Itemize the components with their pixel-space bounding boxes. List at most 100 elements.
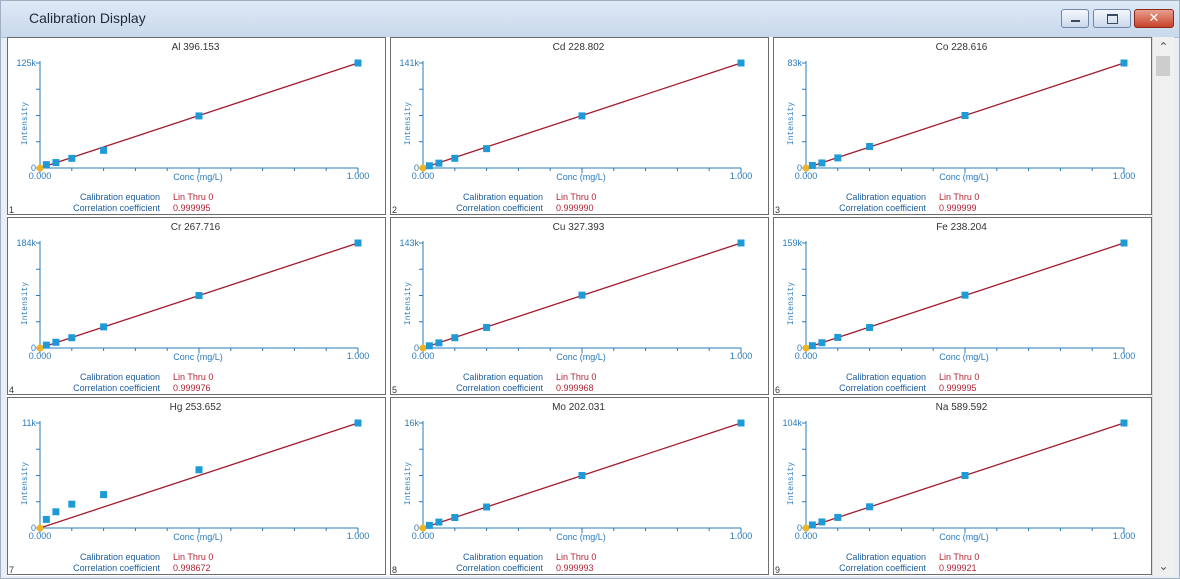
- calibration-panel[interactable]: Mo 202.031 16k 0 0.000 1.000 Intensity Conc (m…: [390, 397, 769, 575]
- standard-point: [68, 334, 76, 342]
- chart-title: Al 396.153: [172, 42, 220, 53]
- y-zero-tick-label: 0: [414, 163, 419, 173]
- calibration-chart: Al 396.153 125k 00.000 1.000 Intensity Conc (…: [9, 42, 370, 214]
- x-min-tick-label: 0.000: [795, 531, 818, 541]
- standard-point: [737, 59, 745, 67]
- x-min-tick-label: 0.000: [795, 351, 818, 361]
- panel-index: 8: [392, 565, 397, 574]
- calibration-chart: Cd 228.802 141k 00.000 1.000 Intensity Conc (…: [392, 42, 753, 214]
- x-min-tick-label: 0.000: [412, 171, 435, 181]
- correlation-coefficient-value: 0.999968: [556, 383, 594, 393]
- y-axis-label: Intensity: [404, 462, 413, 505]
- correlation-coefficient-label: Correlation coefficient: [456, 563, 543, 573]
- standard-point: [425, 342, 433, 350]
- correlation-coefficient-value: 0.998672: [173, 563, 211, 573]
- panel-index: 7: [9, 565, 14, 574]
- y-max-tick-label: 83k: [787, 58, 802, 68]
- x-axis-label: Conc (mg/L): [939, 532, 989, 542]
- correlation-coefficient-value: 0.999995: [173, 203, 211, 213]
- vertical-scrollbar[interactable]: ⌃ ⌄: [1152, 37, 1174, 576]
- standard-point: [100, 323, 108, 331]
- calibration-equation-value: Lin Thru 0: [556, 552, 596, 562]
- blank-point: [419, 524, 427, 532]
- standard-point: [354, 239, 362, 247]
- standard-point: [578, 472, 586, 479]
- calibration-equation-label: Calibration equation: [80, 192, 160, 202]
- x-min-tick-label: 0.000: [29, 171, 52, 181]
- x-max-tick-label: 1.000: [730, 531, 753, 541]
- calibration-chart: Cu 327.393 143k 00.000 1.000 Intensity Conc (…: [392, 222, 752, 394]
- y-axis-label: Intensity: [21, 462, 30, 505]
- calibration-panel[interactable]: Cd 228.802 141k 0 0.000 1.000 Intensity Conc (…: [390, 37, 769, 215]
- standard-point: [961, 291, 969, 299]
- chart-title: Cd 228.802: [553, 42, 605, 53]
- x-axis-label: Conc (mg/L): [939, 352, 989, 362]
- calibration-panel[interactable]: Fe 238.204 159k 0 0.000 1.000 Intensity Conc (…: [773, 217, 1152, 395]
- minimize-button[interactable]: [1061, 9, 1089, 28]
- correlation-coefficient-label: Correlation coefficient: [839, 563, 926, 573]
- scroll-up-arrow-icon[interactable]: ⌃: [1158, 40, 1169, 54]
- panel-index: 1: [9, 205, 14, 214]
- y-zero-tick-label: 0: [414, 523, 419, 533]
- standard-point: [425, 162, 433, 170]
- blank-point: [802, 344, 810, 352]
- calibration-equation-label: Calibration equation: [846, 552, 926, 562]
- y-zero-tick-label: 0: [31, 163, 36, 173]
- correlation-coefficient-label: Correlation coefficient: [456, 383, 543, 393]
- blank-point: [419, 164, 427, 172]
- calibration-panel[interactable]: Co 228.616 83k 0 0.000 1.000 Intensity Conc (m…: [773, 37, 1152, 215]
- y-max-tick-label: 125k: [16, 58, 36, 68]
- scroll-down-arrow-icon[interactable]: ⌄: [1158, 559, 1169, 573]
- standard-point: [195, 466, 203, 474]
- calibration-equation-label: Calibration equation: [463, 372, 543, 382]
- standard-point: [578, 291, 586, 299]
- x-axis-label: Conc (mg/L): [556, 352, 606, 362]
- correlation-coefficient-label: Correlation coefficient: [839, 383, 926, 393]
- standard-point: [52, 338, 60, 346]
- x-axis-label: Conc (mg/L): [556, 172, 606, 182]
- x-min-tick-label: 0.000: [412, 531, 435, 541]
- calibration-panel[interactable]: Cu 327.393 143k 0 0.000 1.000 Intensity Conc (…: [390, 217, 769, 395]
- calibration-chart: Cr 267.716 184k 00.000 1.000 Intensity Conc (…: [9, 222, 369, 394]
- x-min-tick-label: 0.000: [412, 351, 435, 361]
- calibration-grid: Al 396.153 125k 0 0.000 1.000 Intensity Conc (…: [7, 37, 1152, 576]
- standard-point: [578, 112, 586, 120]
- chart-title: Hg 253.652: [170, 402, 222, 413]
- panel-index: 9: [775, 565, 780, 574]
- close-button[interactable]: ✕: [1134, 9, 1174, 28]
- calibration-panel[interactable]: Cr 267.716 184k 0 0.000 1.000 Intensity Conc (…: [7, 217, 386, 395]
- standard-point: [483, 503, 491, 511]
- correlation-coefficient-label: Correlation coefficient: [73, 383, 160, 393]
- y-zero-tick-label: 0: [797, 343, 802, 353]
- correlation-coefficient-label: Correlation coefficient: [73, 203, 160, 213]
- title-bar[interactable]: Calibration Display ✕: [1, 1, 1179, 38]
- standard-point: [818, 518, 826, 526]
- x-min-tick-label: 0.000: [795, 171, 818, 181]
- calibration-equation-label: Calibration equation: [80, 552, 160, 562]
- x-max-tick-label: 1.000: [730, 171, 753, 181]
- blank-point: [36, 524, 44, 532]
- y-axis-label: Intensity: [404, 282, 413, 325]
- x-axis-label: Conc (mg/L): [939, 172, 989, 182]
- y-max-tick-label: 141k: [399, 58, 419, 68]
- maximize-button[interactable]: [1093, 9, 1131, 28]
- y-max-tick-label: 11k: [22, 418, 36, 428]
- scroll-thumb[interactable]: [1156, 56, 1170, 76]
- x-max-tick-label: 1.000: [347, 171, 370, 181]
- calibration-equation-value: Lin Thru 0: [939, 552, 979, 562]
- y-max-tick-label: 143k: [399, 238, 419, 248]
- x-max-tick-label: 1.000: [1113, 531, 1136, 541]
- minimize-icon: [1071, 20, 1080, 22]
- standard-point: [818, 339, 826, 347]
- correlation-coefficient-value: 0.999976: [173, 383, 211, 393]
- calibration-equation-value: Lin Thru 0: [939, 372, 979, 382]
- calibration-panel[interactable]: Hg 253.652 11k 0 0.000 1.000 Intensity Conc (m…: [7, 397, 386, 575]
- correlation-coefficient-label: Correlation coefficient: [73, 563, 160, 573]
- standard-point: [818, 159, 826, 167]
- calibration-panel[interactable]: Na 589.592 104k 0 0.000 1.000 Intensity Conc (…: [773, 397, 1152, 575]
- x-min-tick-label: 0.000: [29, 531, 52, 541]
- standard-point: [435, 518, 443, 526]
- calibration-panel[interactable]: Al 396.153 125k 0 0.000 1.000 Intensity Conc (…: [7, 37, 386, 215]
- y-axis-label: Intensity: [787, 102, 796, 145]
